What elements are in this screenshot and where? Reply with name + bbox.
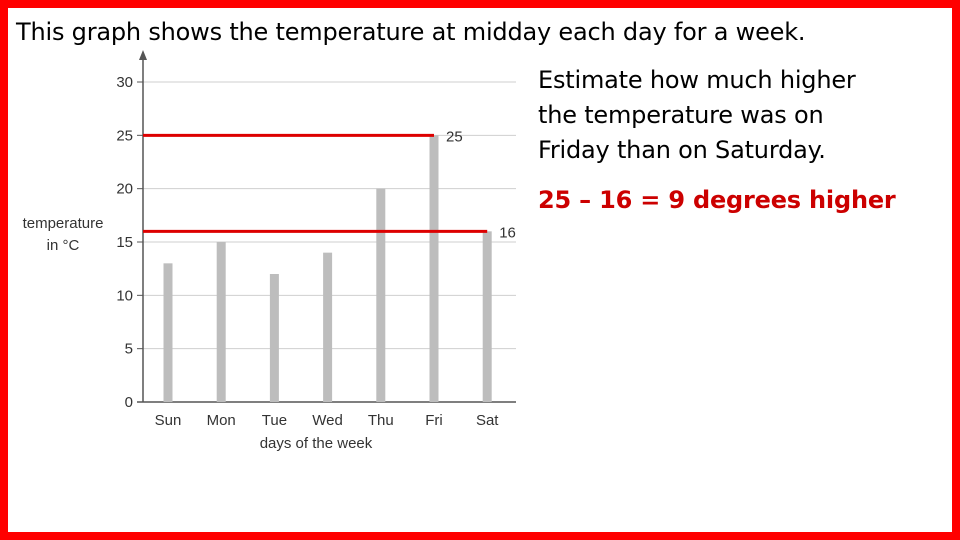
bar-sat [482,231,492,402]
y-axis-arrow [139,50,147,60]
question-line-2: the temperature was on [538,101,824,129]
bar-sun [163,263,173,402]
x-tick-label: Wed [312,412,343,429]
y-tick-label: 10 [116,287,133,304]
x-axis-title: days of the week [260,435,373,452]
slide-title: This graph shows the temperature at midd… [16,18,806,46]
reference-label-16: 16 [499,224,516,241]
y-tick-label: 15 [116,234,133,251]
bar-mon [216,242,226,402]
y-axis-title-line-2: in °C [47,237,80,254]
y-tick-label: 5 [125,341,133,358]
x-tick-label: Sat [476,412,499,429]
question-line-3: Friday than on Saturday. [538,136,826,164]
question-line-1: Estimate how much higher [538,66,856,94]
x-tick-label: Thu [368,412,394,429]
y-tick-label: 0 [125,394,133,411]
x-tick-label: Fri [425,412,443,429]
reference-label-25: 25 [446,128,463,145]
x-tick-label: Tue [262,412,287,429]
x-tick-label: Mon [207,412,236,429]
bar-tue [269,274,279,402]
bar-thu [376,188,386,402]
x-tick-label: Sun [155,412,182,429]
bar-fri [429,135,439,403]
y-tick-label: 30 [116,74,133,91]
answer-text: 25 – 16 = 9 degrees higher [538,186,896,214]
y-axis-title-line-1: temperature [23,215,104,232]
question-text: Estimate how much higher the temperature… [538,63,952,168]
y-tick-label: 25 [116,127,133,144]
bar-wed [323,252,333,402]
y-tick-label: 20 [116,181,133,198]
